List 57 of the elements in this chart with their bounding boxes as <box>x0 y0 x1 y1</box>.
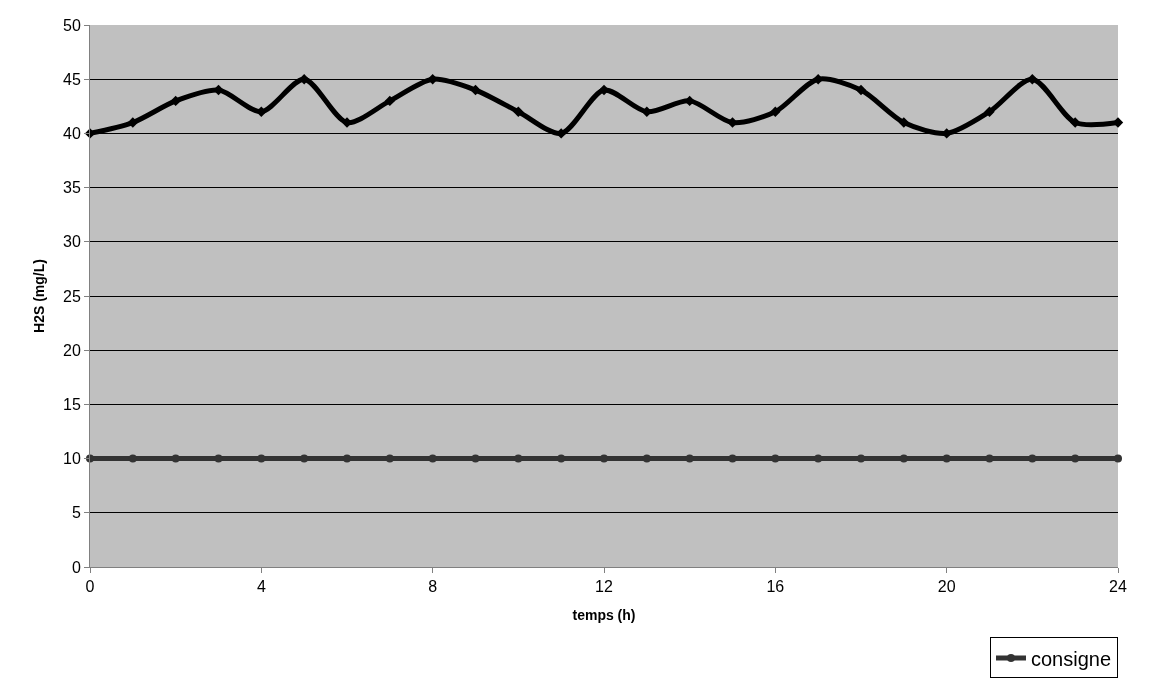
point <box>128 454 137 463</box>
point <box>1028 454 1037 463</box>
point <box>557 454 566 463</box>
point <box>942 454 951 463</box>
point <box>728 454 737 463</box>
x-tick-label: 16 <box>766 578 785 596</box>
y-tick-label: 50 <box>63 16 81 34</box>
x-tick-label: 0 <box>85 578 95 596</box>
point <box>1114 454 1122 463</box>
point <box>984 106 995 117</box>
point <box>428 454 437 463</box>
point <box>685 454 694 463</box>
point <box>514 454 523 463</box>
y-tick-label: 0 <box>71 558 81 576</box>
x-tick-label: 12 <box>595 578 613 596</box>
point <box>384 95 396 107</box>
x-tick-label: 20 <box>937 578 956 596</box>
y-tick-label: 25 <box>63 287 81 305</box>
point <box>985 454 994 463</box>
legend-label: consigne <box>1031 647 1112 670</box>
y-tick-label: 35 <box>63 179 81 197</box>
point <box>214 454 223 463</box>
y-tick-label: 30 <box>63 233 81 251</box>
point <box>855 84 867 96</box>
point <box>385 454 394 463</box>
y-tick-label: 15 <box>63 396 81 413</box>
point <box>170 95 181 107</box>
point <box>600 454 608 463</box>
point <box>300 454 309 463</box>
point <box>171 454 180 463</box>
x-tick-label: 24 <box>1109 578 1127 596</box>
point <box>1027 74 1038 85</box>
y-tick-label: 40 <box>63 125 81 142</box>
point <box>471 454 480 463</box>
y-tick-label: 10 <box>63 450 81 468</box>
point <box>771 454 780 463</box>
y-tick-label: 45 <box>63 70 81 88</box>
y-axis-title: H2S (mg/L) <box>30 259 47 333</box>
point <box>1069 117 1081 128</box>
y-tick-label: 5 <box>71 504 81 522</box>
point <box>1071 454 1080 463</box>
point <box>770 106 781 117</box>
point <box>470 84 481 96</box>
x-axis-title: temps (h) <box>572 606 636 623</box>
point <box>898 117 910 128</box>
point <box>814 454 823 463</box>
point <box>857 454 865 463</box>
x-tick-label: 4 <box>256 578 266 596</box>
point <box>642 454 651 463</box>
x-tick-label: 8 <box>428 578 438 596</box>
point <box>127 117 139 128</box>
point <box>343 454 351 463</box>
y-tick-label: 20 <box>63 341 81 359</box>
point <box>899 454 908 463</box>
point <box>513 106 524 117</box>
point <box>257 454 266 463</box>
point <box>256 106 267 117</box>
